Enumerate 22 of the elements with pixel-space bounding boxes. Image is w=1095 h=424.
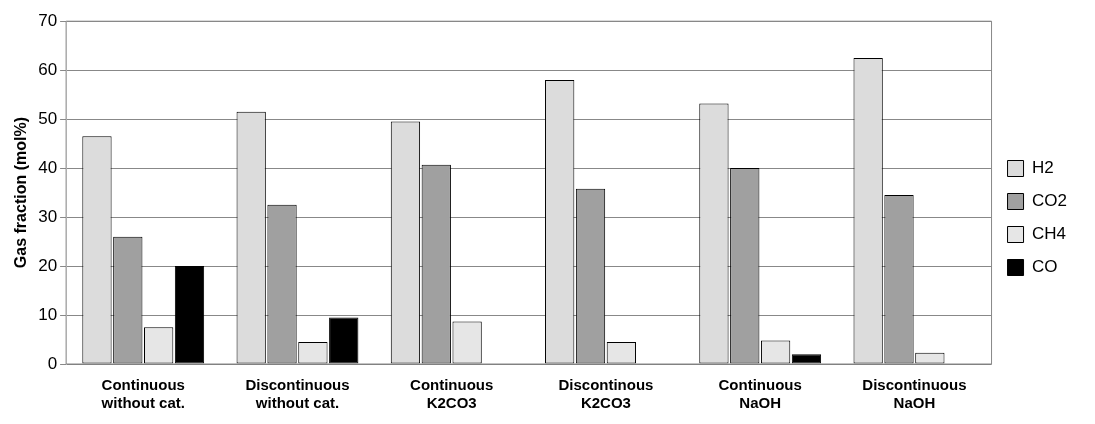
y-axis-title: Gas fraction (mol%) [12,117,30,269]
legend-label: H2 [1032,158,1054,178]
y-tick-label: 70 [38,10,58,30]
x-tick-label: Continuous K2CO3 [410,376,494,412]
legend-label: CO [1032,257,1058,277]
x-tick-label: Discontinuous without cat. [245,376,350,412]
y-tick-label: 20 [38,255,58,275]
x-tick-label: Discontinous K2CO3 [558,376,654,412]
x-tick-label: Discontinuous NaOH [862,376,967,412]
x-tick-label: Continuous without cat. [100,376,185,412]
y-tick-label: 60 [38,59,58,79]
y-tick-label: 0 [47,353,58,373]
x-tick-label: Continuous NaOH [718,376,802,412]
legend-label: CH4 [1032,224,1067,244]
bar [174,266,205,364]
y-tick-label: 50 [38,108,58,128]
bar [329,317,359,364]
bar [791,354,822,364]
y-tick-label: 10 [38,304,58,324]
legend-label: CO2 [1032,191,1068,211]
y-tick-label: 40 [38,157,58,177]
y-tick-label: 30 [38,206,58,226]
